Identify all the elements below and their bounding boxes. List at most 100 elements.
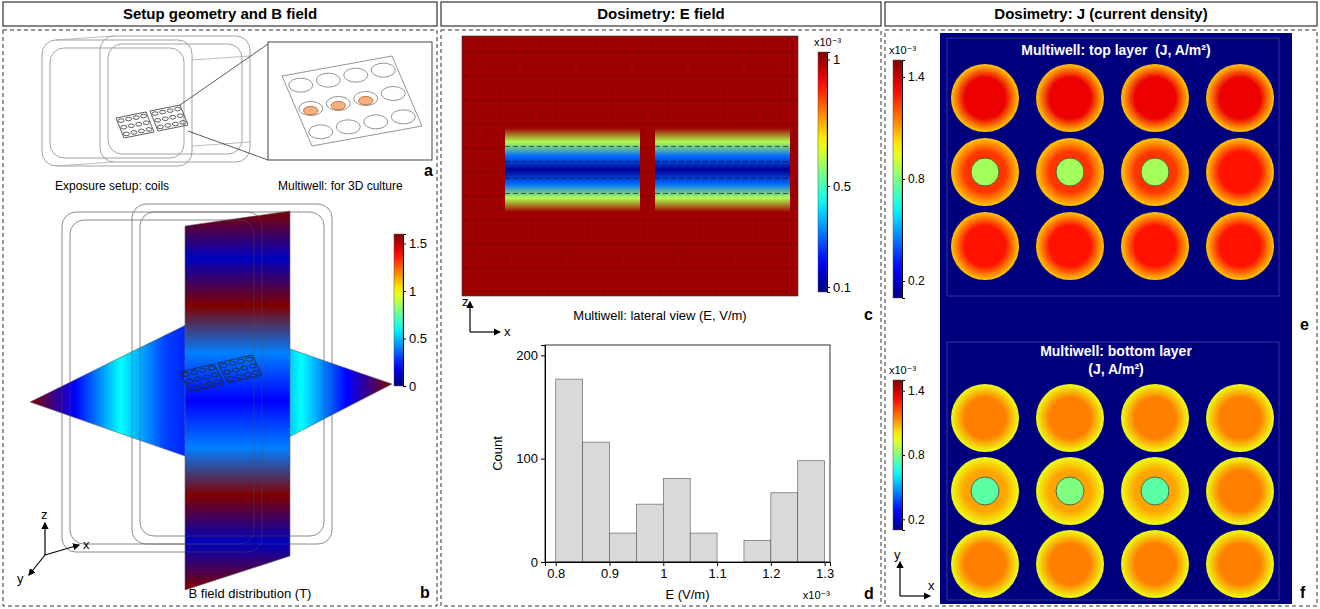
well-field [655, 128, 790, 212]
mesh-line [462, 64, 798, 65]
colorbar-tick-label: 1.5 [409, 236, 427, 251]
colorbar-multiplier: x10⁻³ [889, 44, 917, 56]
plate-outline [180, 364, 224, 392]
well-outline [182, 372, 189, 376]
colorbar-axis: 0.20.81.4 [902, 61, 925, 299]
colorbar-tick-mark [827, 186, 830, 187]
y-tick: 0 [531, 555, 545, 570]
colorbar-gradient [893, 380, 902, 530]
histogram-bar [771, 493, 798, 562]
x-tick-label: 0.8 [547, 566, 565, 581]
mesh-line [498, 36, 506, 296]
colorbar-tick-mark [403, 386, 406, 387]
gel-sample [304, 106, 318, 114]
coil-outline [42, 40, 192, 166]
colorbar-axis: 0.10.51 [827, 52, 851, 294]
colorbar-tick-mark [902, 77, 905, 78]
well-outline [215, 380, 222, 384]
well-field [1206, 138, 1274, 206]
x-tick: 1.3 [816, 562, 834, 581]
axis-arrow [470, 331, 500, 332]
well-outline [364, 115, 388, 129]
well-outline [220, 363, 227, 367]
x-tick: 1.2 [762, 562, 780, 581]
well-field [951, 530, 1019, 598]
well-field [1036, 384, 1104, 452]
well-outline [344, 68, 368, 82]
colorbar-tick: 0.1 [827, 280, 851, 295]
plate-outline [282, 56, 422, 146]
mesh-line [484, 36, 492, 296]
gel-field [1141, 158, 1169, 186]
contour-line [505, 193, 640, 194]
well-outline [189, 386, 196, 390]
header-box [441, 2, 881, 26]
axis-arrow [45, 545, 79, 555]
axis-indicator: yx [894, 547, 935, 596]
colorbar-tick-mark [902, 519, 905, 520]
mesh-line [462, 124, 798, 125]
histogram-bar [744, 540, 771, 562]
well-outline [241, 366, 248, 370]
gel-field [1141, 477, 1169, 505]
colorbar-tick: 0.2 [902, 274, 925, 288]
panel-e-f: Multiwell: top layer (J, A/m²)Multiwell:… [889, 33, 1309, 604]
x-axis-line [546, 563, 831, 567]
colorbar: 0.20.81.4 x10⁻³ [889, 44, 925, 299]
colorbar-tick-mark [902, 179, 905, 180]
well-outline [249, 364, 256, 368]
well-outline [381, 87, 405, 101]
colorbar-axis: 0 0.5 1 1.5 [403, 235, 427, 394]
colorbar-axis-line [903, 61, 906, 299]
coil-outline [132, 204, 332, 544]
well-outline [167, 109, 173, 113]
histogram-bar [690, 533, 717, 562]
well-field [1036, 138, 1104, 206]
colorbar-tick-label: 0.5 [833, 179, 851, 194]
x-tick-label: 1.2 [762, 566, 780, 581]
multiwell-plate [116, 112, 154, 138]
panel-frame [885, 30, 1317, 606]
colorbar-tick-label: 0.1 [833, 280, 851, 295]
colorbar-tick: 1 [403, 284, 416, 299]
well-outline [208, 366, 215, 370]
well-outline [146, 128, 152, 132]
coil-outline [62, 212, 262, 552]
well-outline [206, 382, 213, 386]
histogram-bar [636, 504, 663, 562]
well-outline [141, 114, 147, 118]
well-outline [198, 384, 205, 388]
coil-outline [70, 220, 254, 544]
colorbar-tick-label: 0.2 [908, 274, 925, 288]
gel-field [1056, 477, 1084, 505]
colorbar-tick-label: 0.5 [409, 331, 427, 346]
histogram-bar [798, 461, 825, 562]
contour-line [505, 178, 640, 179]
panel-a: Exposure setup: coilsMultiwell: for 3D c… [42, 36, 433, 193]
layer-title: Multiwell: top layer (J, A/m²) [1021, 42, 1210, 58]
well-field [951, 212, 1019, 280]
well-field [1206, 457, 1274, 525]
multiwell-plate [180, 364, 224, 392]
well-outline [191, 370, 198, 374]
header-box [885, 2, 1317, 26]
histogram-bar [663, 478, 690, 562]
figure: Setup geometry and B fieldDosimetry: E f… [0, 0, 1320, 609]
well-field [1036, 530, 1104, 598]
colorbar-tick-mark [902, 281, 905, 282]
plot-frame [545, 345, 830, 562]
colorbar-tick-mark [902, 455, 905, 456]
well-outline [253, 371, 260, 375]
mesh-line [462, 40, 798, 41]
x-tick-label: 0.9 [601, 566, 619, 581]
colorbar-multiplier: x10⁻³ [814, 36, 842, 48]
well-outline [175, 107, 181, 111]
colorbar-tick-label: 0 [409, 379, 416, 394]
axis-arrow [29, 555, 45, 575]
x-tick: 1 [660, 562, 667, 581]
well-outline [199, 368, 206, 372]
mesh-line [462, 244, 798, 245]
panel-frame [441, 30, 881, 606]
mesh-line [462, 220, 798, 221]
well-outline [128, 124, 134, 128]
